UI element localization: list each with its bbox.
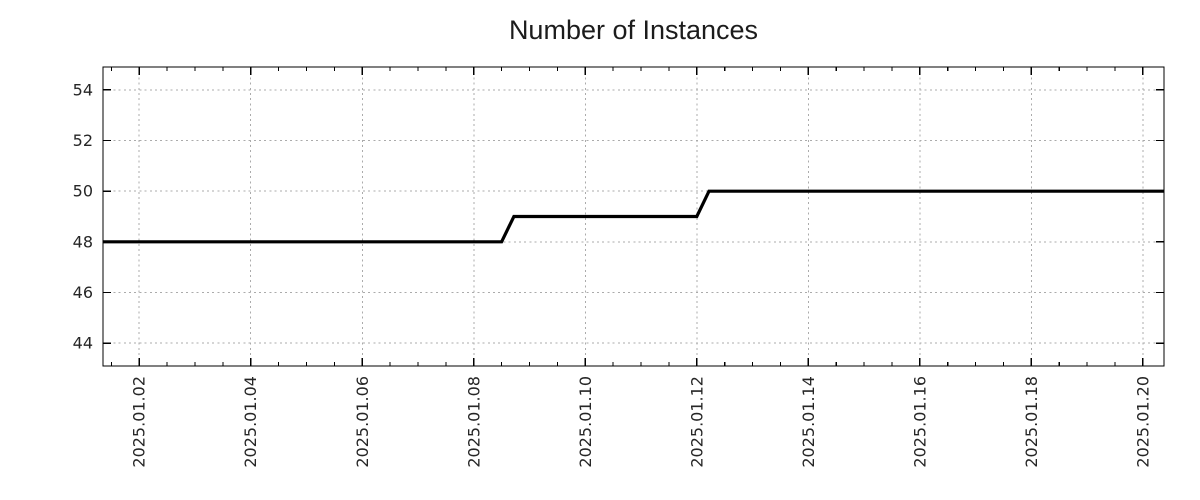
x-tick-label: 2025.01.14 bbox=[799, 376, 818, 468]
y-tick-label: 44 bbox=[73, 334, 93, 353]
x-tick-label: 2025.01.10 bbox=[576, 376, 595, 468]
x-tick-label: 2025.01.02 bbox=[130, 376, 149, 468]
x-tick-label: 2025.01.06 bbox=[353, 376, 372, 468]
y-tick-label: 52 bbox=[73, 131, 93, 150]
series-layer bbox=[103, 189, 1164, 244]
x-tick-label: 2025.01.12 bbox=[687, 376, 706, 468]
x-tick-label: 2025.01.16 bbox=[910, 376, 929, 468]
chart-title: Number of Instances bbox=[509, 15, 758, 45]
x-tick-label: 2025.01.08 bbox=[464, 376, 483, 468]
x-tick-label: 2025.01.18 bbox=[1022, 376, 1041, 468]
plot-border bbox=[102, 66, 1165, 367]
x-tick-label: 2025.01.04 bbox=[241, 376, 260, 468]
y-tick-label: 48 bbox=[73, 232, 93, 251]
x-tick-label: 2025.01.20 bbox=[1133, 376, 1152, 468]
tick-label-layer: 44 46 48 50 52 54 2025.01.02 2025.01.04 2025.01.… bbox=[73, 80, 1153, 467]
series-line-instances bbox=[103, 189, 1164, 244]
y-tick-label: 54 bbox=[73, 80, 93, 99]
y-tick-label: 50 bbox=[73, 182, 93, 201]
axis-layer bbox=[102, 66, 1165, 367]
y-tick-label: 46 bbox=[73, 283, 93, 302]
